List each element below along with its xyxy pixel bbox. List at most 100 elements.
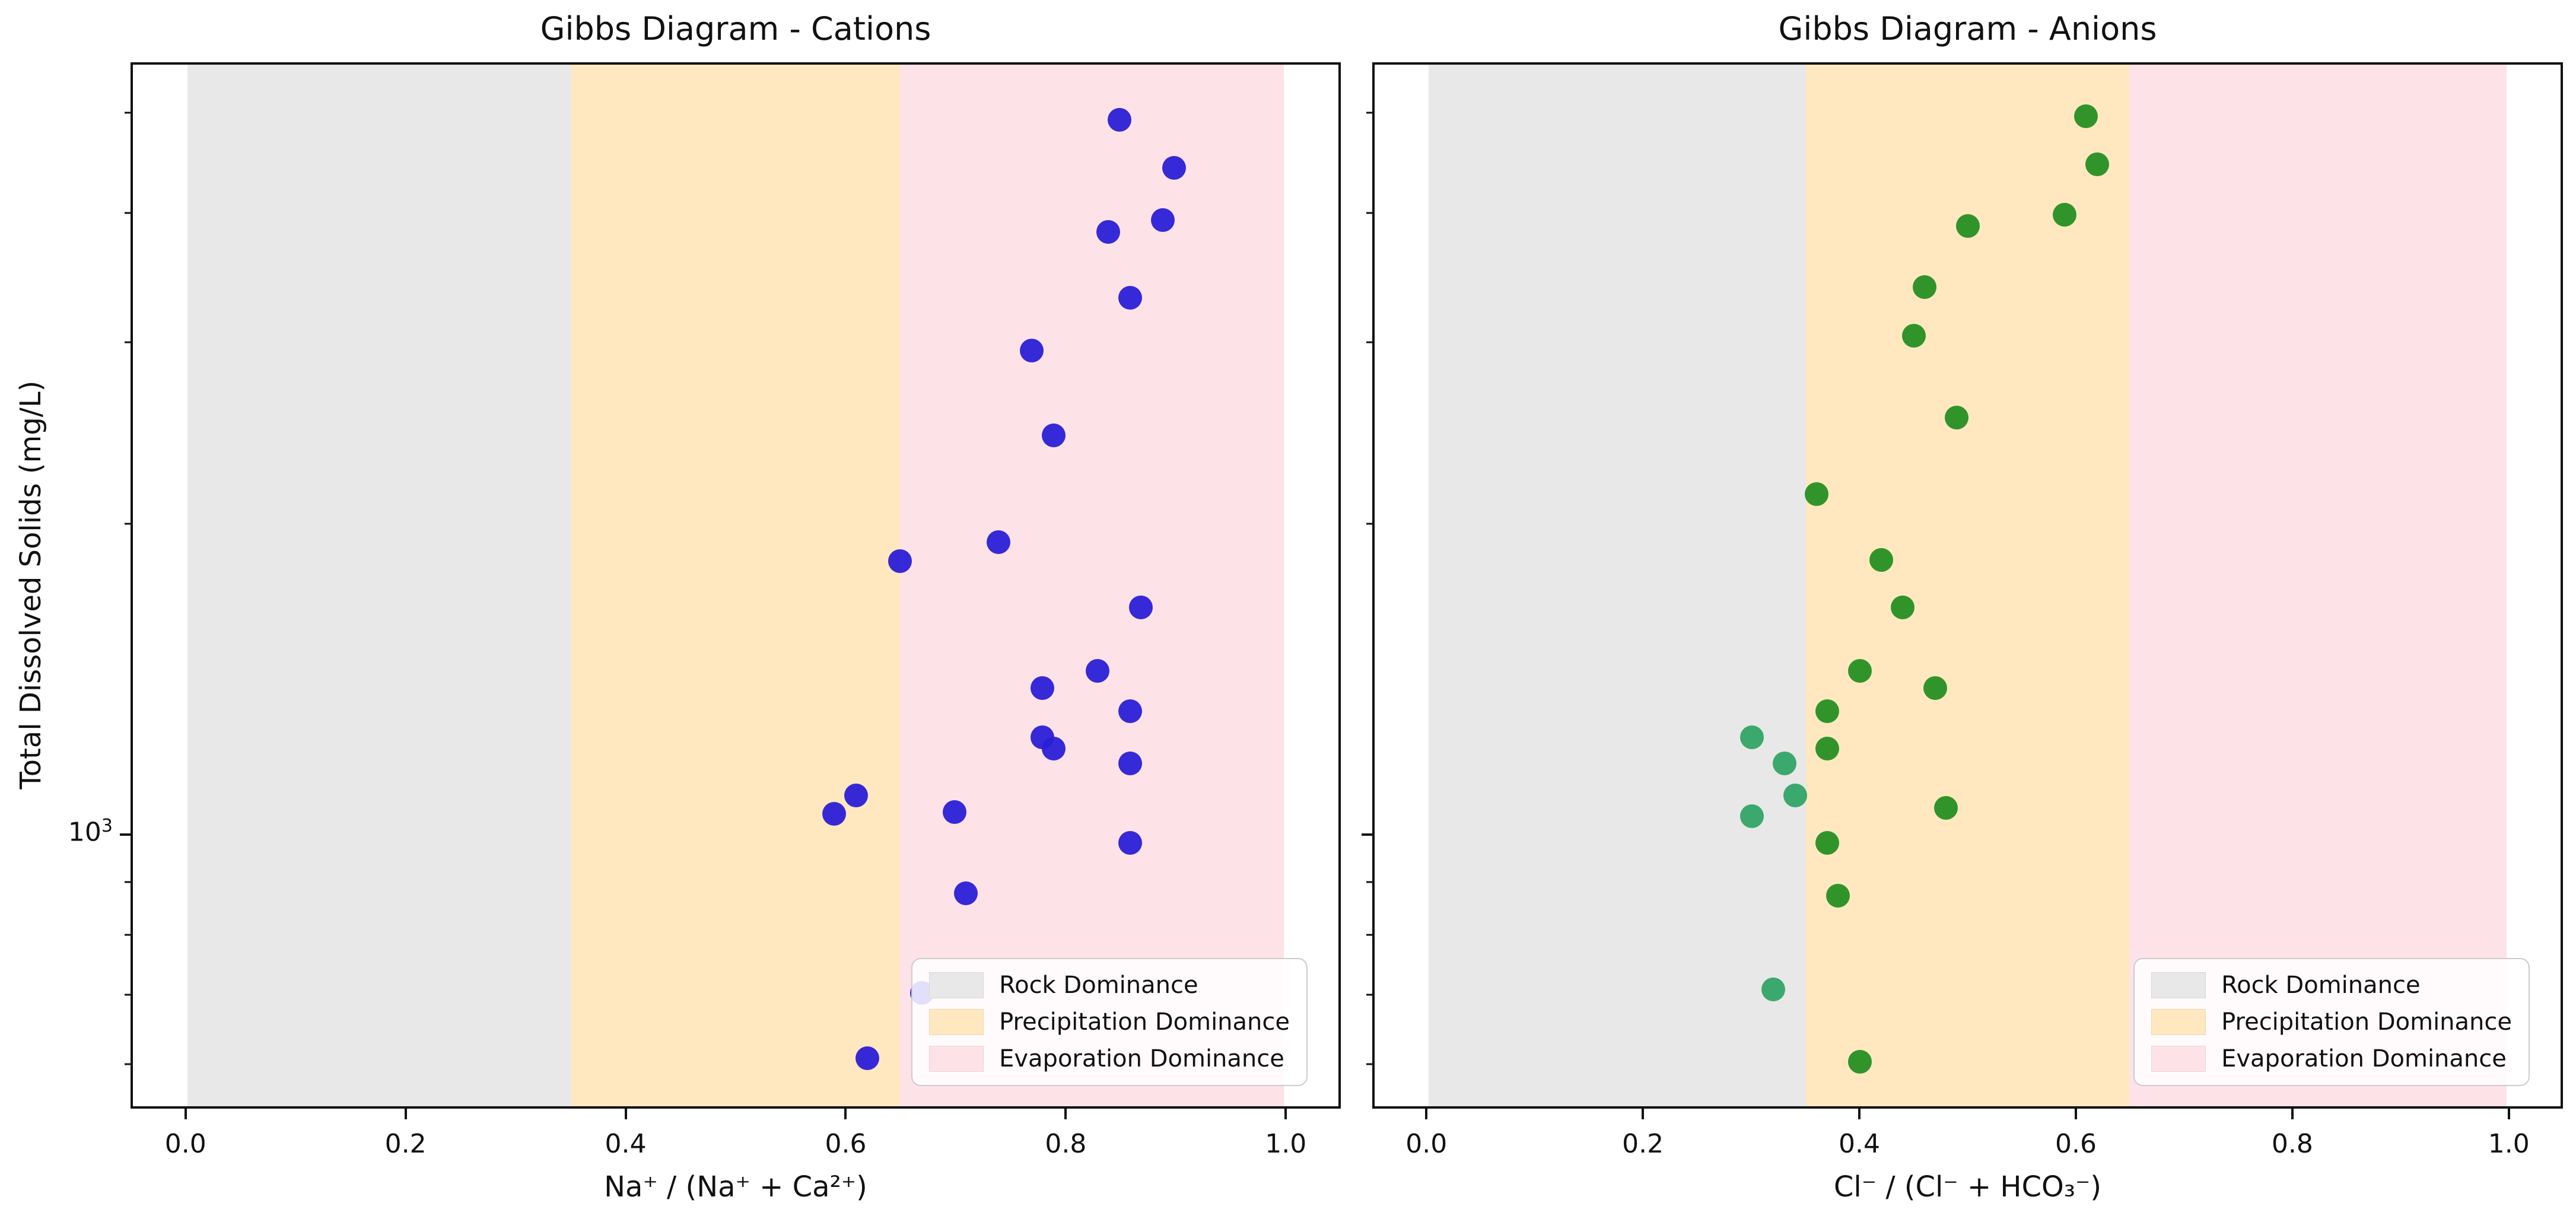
y-minor-tick [125, 112, 131, 114]
data-point-blue [1118, 830, 1143, 855]
data-point-mediumseagreen [1740, 804, 1764, 828]
x-tick [1858, 1109, 1861, 1119]
data-point-blue [1151, 208, 1175, 233]
data-point-mediumseagreen [1772, 752, 1796, 776]
legend-row: Rock Dominance [2151, 971, 2512, 999]
y-minor-tick [125, 341, 131, 343]
data-point-blue [987, 530, 1011, 555]
x-tick-label: 0.6 [2055, 1129, 2097, 1159]
legend-row: Evaporation Dominance [2151, 1045, 2512, 1073]
data-point-blue [1041, 736, 1066, 760]
data-point-blue [1031, 676, 1055, 701]
legend-swatch [929, 972, 984, 998]
data-point-green [1955, 214, 1980, 238]
data-point-green [1901, 324, 1926, 348]
data-point-blue [1041, 424, 1066, 448]
data-point-blue [1162, 156, 1186, 180]
y-minor-tick [1366, 212, 1372, 214]
data-point-green [1815, 736, 1840, 760]
y-minor-tick [125, 523, 131, 525]
y-minor-tick [1366, 1063, 1372, 1065]
data-point-blue [1107, 107, 1131, 132]
zone-band-rock [187, 65, 571, 1106]
x-tick [1425, 1109, 1428, 1119]
x-tick-label: 0.4 [605, 1129, 647, 1159]
data-point-green [1923, 676, 1947, 701]
x-axis-label-cations: Na⁺ / (Na⁺ + Ca²⁺) [604, 1170, 867, 1204]
data-point-green [1934, 795, 1958, 820]
x-tick [404, 1109, 407, 1119]
data-point-mediumseagreen [1740, 725, 1764, 750]
data-point-blue [888, 549, 912, 574]
legend-swatch [2151, 1046, 2206, 1072]
data-point-blue [1118, 286, 1143, 310]
data-point-green [1945, 405, 1969, 429]
legend-label: Evaporation Dominance [999, 1045, 1284, 1072]
x-tick-label: 0.6 [825, 1129, 867, 1159]
legend-row: Precipitation Dominance [2151, 1008, 2512, 1036]
x-tick [624, 1109, 627, 1119]
data-point-green [2085, 152, 2109, 176]
data-point-blue [1085, 658, 1109, 683]
y-minor-tick [125, 881, 131, 883]
y-minor-tick [125, 994, 131, 996]
y-minor-tick [1366, 112, 1372, 114]
x-tick-label: 0.0 [1405, 1129, 1448, 1159]
y-major-tick [120, 833, 131, 836]
x-tick-label: 0.4 [1839, 1129, 1881, 1159]
x-tick [1064, 1109, 1067, 1119]
data-point-green [1912, 275, 1936, 300]
x-tick-label: 1.0 [2488, 1129, 2530, 1159]
x-tick [1284, 1109, 1287, 1119]
data-point-blue [1118, 752, 1143, 776]
data-point-green [1815, 830, 1840, 855]
legend-swatch [2151, 1009, 2206, 1035]
zone-band-rock [1428, 65, 1806, 1106]
y-tick-label-1000: 103 [68, 816, 113, 848]
x-tick-label: 1.0 [1265, 1129, 1307, 1159]
zone-band-precipitation [571, 65, 901, 1106]
data-point-mediumseagreen [1761, 978, 1786, 1002]
legend-label: Precipitation Dominance [999, 1008, 1290, 1036]
x-tick-label: 0.2 [384, 1129, 427, 1159]
x-tick [844, 1109, 847, 1119]
x-tick [1642, 1109, 1645, 1119]
plot-title-anions: Gibbs Diagram - Anions [1778, 10, 2157, 47]
x-tick [2074, 1109, 2077, 1119]
legend-label: Evaporation Dominance [2221, 1045, 2507, 1072]
y-minor-tick [125, 1063, 131, 1065]
x-tick [184, 1109, 187, 1119]
data-point-blue [1096, 219, 1121, 244]
data-point-green [1815, 699, 1840, 724]
data-point-blue [855, 1046, 879, 1070]
x-tick-label: 0.0 [164, 1129, 206, 1159]
data-point-blue [943, 800, 967, 824]
x-tick-label: 0.8 [1045, 1129, 1087, 1159]
zone-band-evaporation [2129, 65, 2507, 1106]
axes-anions [1372, 62, 2563, 1109]
data-point-green [2053, 202, 2077, 227]
legend: Rock Dominance Precipitation Dominance Eva… [2133, 958, 2530, 1086]
y-minor-tick [125, 934, 131, 936]
legend-label: Rock Dominance [999, 972, 1198, 999]
legend-row: Rock Dominance [929, 971, 1290, 999]
plot-title-cations: Gibbs Diagram - Cations [540, 10, 931, 47]
data-point-green [1847, 658, 1872, 683]
y-minor-tick [125, 212, 131, 214]
zone-band-precipitation [1805, 65, 2130, 1106]
data-point-blue [822, 802, 847, 826]
zone-band-evaporation [900, 65, 1284, 1106]
data-point-blue [953, 881, 978, 905]
data-point-blue [1129, 595, 1153, 619]
data-point-blue [1019, 339, 1044, 363]
y-minor-tick [1366, 994, 1372, 996]
x-tick [2507, 1109, 2510, 1119]
x-axis-label-anions: Cl⁻ / (Cl⁻ + HCO₃⁻) [1833, 1170, 2102, 1204]
legend-row: Precipitation Dominance [929, 1008, 1290, 1036]
data-point-green [1847, 1049, 1872, 1074]
data-point-blue [844, 783, 869, 807]
legend-swatch [2151, 972, 2206, 998]
x-tick-label: 0.2 [1622, 1129, 1664, 1159]
y-axis-label: Total Dissolved Solids (mg/L) [14, 380, 47, 790]
